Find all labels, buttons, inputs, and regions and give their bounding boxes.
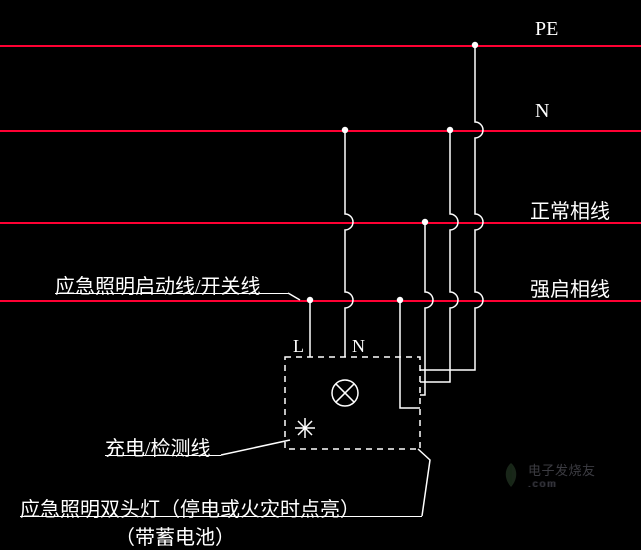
label-forced-phase: 强启相线: [530, 273, 610, 302]
wiring-diagram: PE N 正常相线 强启相线 应急照明启动线/开关线 充电/检测线 应急照明双头…: [0, 0, 641, 546]
watermark-text: 电子发烧友: [528, 460, 596, 479]
label-pe: PE: [535, 18, 558, 41]
leaf-icon: [500, 461, 522, 489]
label-start-switch-line: 应急照明启动线/开关线: [55, 270, 261, 299]
underline-charge-detect: [105, 455, 221, 456]
label-charge-detect-line: 充电/检测线: [105, 432, 211, 461]
bus-n: [0, 130, 641, 132]
label-normal-phase: 正常相线: [530, 195, 610, 224]
bus-pe: [0, 45, 641, 47]
label-terminal-n: N: [352, 336, 365, 357]
label-emergency-lamp-1: 应急照明双头灯（停电或火灾时点亮）: [20, 493, 360, 522]
watermark: 电子发烧友 .com: [500, 460, 596, 490]
underline-start-switch: [55, 293, 288, 294]
label-terminal-l: L: [293, 336, 304, 357]
watermark-sub: .com: [528, 479, 596, 490]
underline-emergency: [20, 516, 422, 517]
label-n: N: [535, 100, 549, 123]
